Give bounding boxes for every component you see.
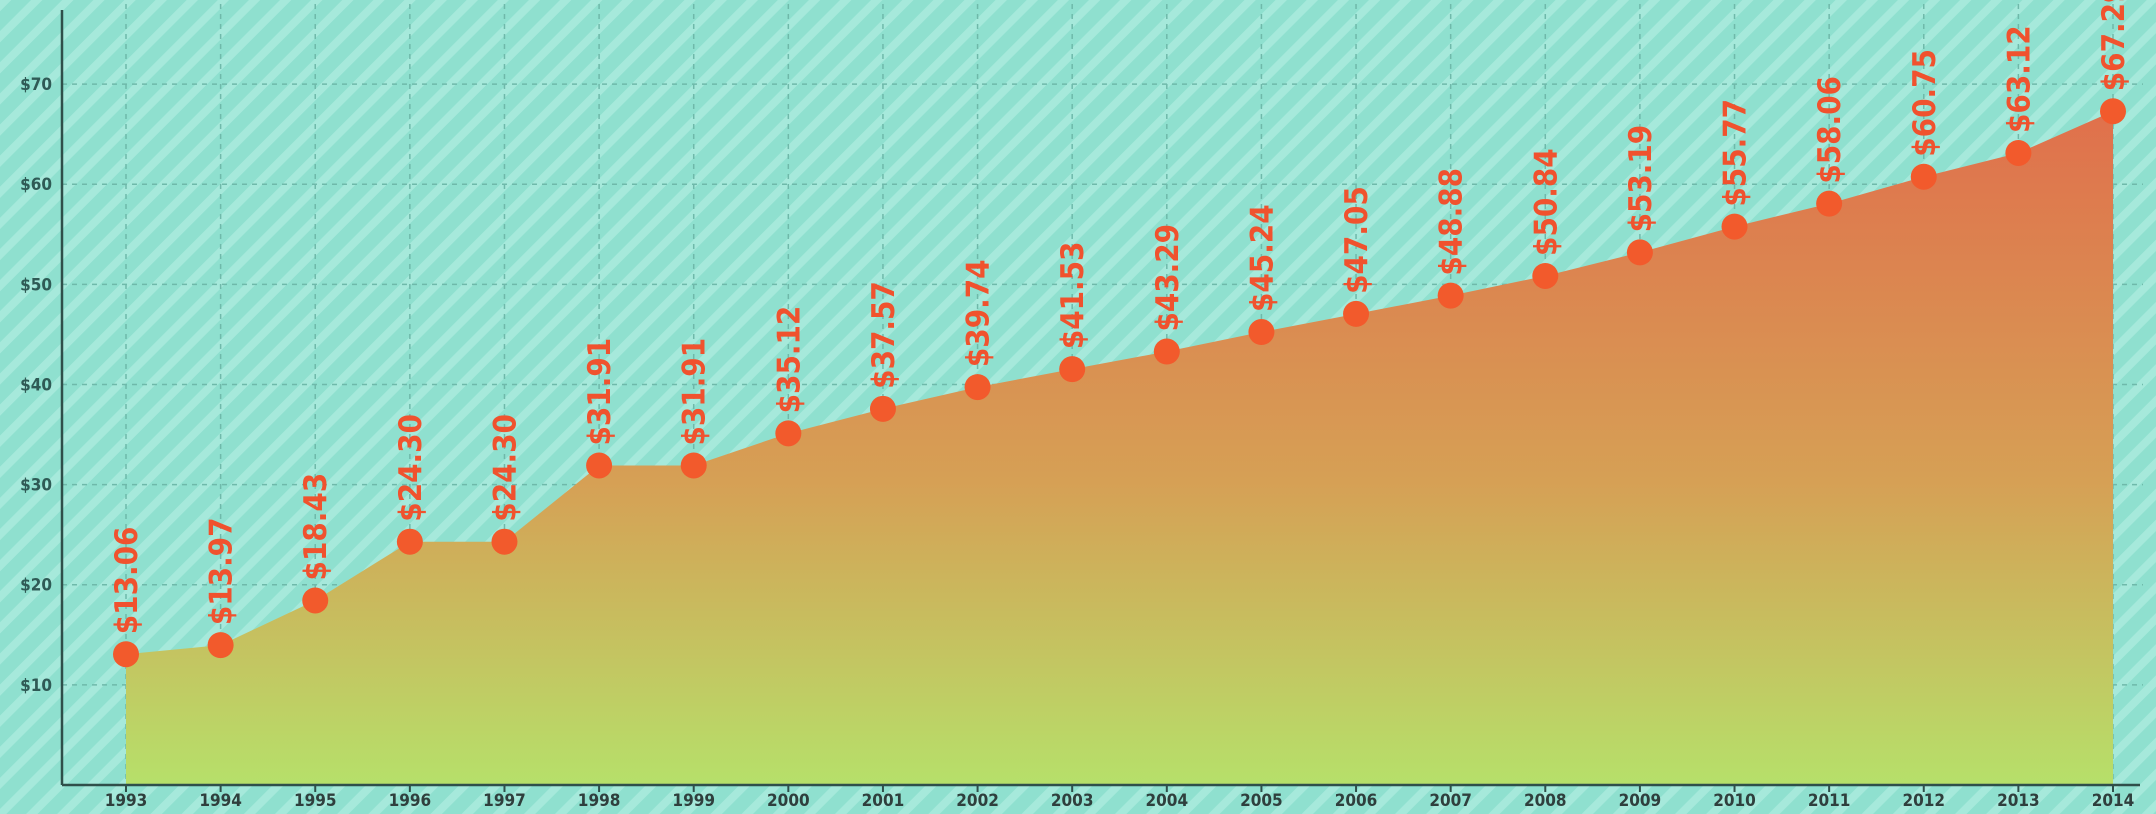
x-tick-label: 1995 xyxy=(294,791,337,811)
data-point xyxy=(586,452,613,479)
data-label: $39.74 xyxy=(961,259,997,367)
data-label: $47.05 xyxy=(1339,186,1375,294)
x-tick-label: 1993 xyxy=(105,791,148,811)
data-label: $37.57 xyxy=(866,281,902,389)
x-tick-label: 2000 xyxy=(767,791,810,811)
area-series xyxy=(126,111,2113,785)
data-point xyxy=(396,528,423,555)
data-label: $50.84 xyxy=(1528,148,1564,256)
y-tick-label: $60 xyxy=(20,175,52,195)
data-point xyxy=(1248,319,1275,346)
x-tick-label: 2001 xyxy=(862,791,905,811)
data-label: $35.12 xyxy=(771,306,807,414)
data-point xyxy=(1721,213,1748,240)
data-point xyxy=(964,374,991,401)
x-tick-label: 2002 xyxy=(956,791,999,811)
data-point xyxy=(1343,300,1370,327)
data-point xyxy=(775,420,802,447)
data-label: $31.91 xyxy=(582,338,618,446)
data-point xyxy=(680,452,707,479)
x-tick-label: 1996 xyxy=(389,791,432,811)
data-label: $67.29 xyxy=(2096,0,2132,91)
data-label: $41.53 xyxy=(1055,242,1091,350)
data-point xyxy=(302,587,329,614)
x-tick-label: 2011 xyxy=(1808,791,1851,811)
y-tick-label: $70 xyxy=(20,75,52,95)
x-tick-label: 1994 xyxy=(199,791,242,811)
data-label: $58.06 xyxy=(1812,76,1848,184)
x-tick-label: 2013 xyxy=(1997,791,2040,811)
data-label: $31.91 xyxy=(677,338,713,446)
data-point xyxy=(2100,98,2126,125)
data-label: $60.75 xyxy=(1907,49,1943,157)
x-tick-label: 2006 xyxy=(1335,791,1378,811)
x-tick-label: 2004 xyxy=(1146,791,1189,811)
data-label: $63.12 xyxy=(2001,25,2037,133)
x-tick-label: 1999 xyxy=(672,791,715,811)
axes xyxy=(60,10,2140,787)
data-label: $24.30 xyxy=(487,414,523,522)
data-labels: $13.06 $13.97 $18.43 $24.30 $24.30 $31.91 $31.… xyxy=(109,0,2132,634)
x-tick-label: 2008 xyxy=(1524,791,1567,811)
x-tick-label: 2010 xyxy=(1713,791,1756,811)
data-point xyxy=(1910,163,1937,190)
data-label: $24.30 xyxy=(393,414,429,522)
y-tick-label: $20 xyxy=(20,576,52,596)
area-fill xyxy=(126,111,2113,785)
data-point xyxy=(1532,262,1559,289)
y-tick-label: $30 xyxy=(20,476,52,496)
data-label: $45.24 xyxy=(1244,204,1280,312)
x-tick-label: 2014 xyxy=(2092,791,2135,811)
y-tick-label: $10 xyxy=(20,676,52,696)
data-label: $55.77 xyxy=(1718,99,1754,207)
data-label: $53.19 xyxy=(1623,125,1659,233)
x-axis-ticks: 1993 1994 1995 1996 1997 1998 1999 2000 2001 2002… xyxy=(105,785,2135,811)
data-label: $43.29 xyxy=(1150,224,1186,332)
data-markers xyxy=(113,98,2126,668)
data-label: $13.06 xyxy=(109,527,145,635)
data-point xyxy=(1153,338,1180,365)
data-point xyxy=(1059,356,1086,383)
y-tick-label: $40 xyxy=(20,375,52,395)
data-point xyxy=(1816,190,1843,217)
data-point xyxy=(869,395,896,422)
x-tick-label: 2009 xyxy=(1619,791,1662,811)
data-point xyxy=(113,641,139,668)
x-tick-label: 1997 xyxy=(483,791,526,811)
data-label: $13.97 xyxy=(204,517,240,625)
x-tick-label: 2012 xyxy=(1902,791,1945,811)
data-label: $48.88 xyxy=(1434,168,1470,276)
y-tick-label: $50 xyxy=(20,275,52,295)
data-point xyxy=(1626,239,1653,266)
data-point xyxy=(2005,139,2032,166)
data-label: $18.43 xyxy=(298,473,334,581)
y-axis-ticks: $10 $20 $30 $40 $50 $60 $70 xyxy=(20,75,52,696)
data-point xyxy=(491,528,518,555)
data-point xyxy=(207,632,234,659)
x-tick-label: 2003 xyxy=(1051,791,1094,811)
x-tick-label: 2007 xyxy=(1429,791,1472,811)
x-tick-label: 1998 xyxy=(578,791,621,811)
data-point xyxy=(1437,282,1464,309)
x-tick-label: 2005 xyxy=(1240,791,1283,811)
